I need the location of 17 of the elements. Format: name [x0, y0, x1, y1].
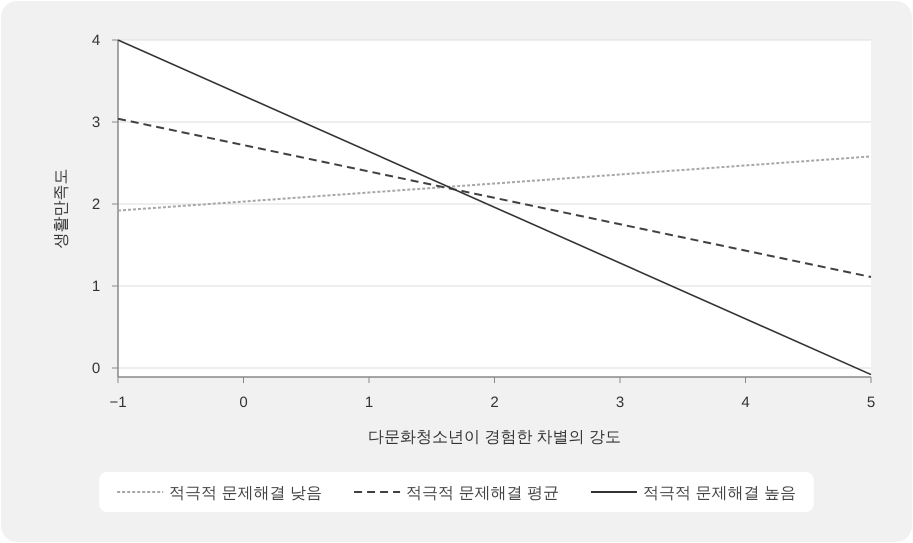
x-tick-label: 0 [239, 394, 248, 412]
x-tick-label: 2 [490, 394, 499, 412]
legend-label: 적극적 문제해결 높음 [642, 485, 796, 502]
x-tick-label: −1 [109, 394, 127, 412]
y-axis-title: 생활만족도 [53, 168, 70, 249]
x-tick-label: 4 [741, 394, 750, 412]
y-tick-label: 4 [92, 32, 100, 49]
x-tick-label: 5 [866, 394, 876, 412]
legend-label: 적극적 문제해결 낮음 [169, 485, 322, 502]
legend-label: 적극적 문제해결 평균 [406, 485, 559, 502]
y-tick-label: 2 [92, 196, 100, 213]
y-tick-label: 0 [92, 360, 100, 377]
y-tick-label: 1 [92, 278, 100, 295]
y-tick-label: 3 [92, 114, 100, 131]
x-tick-label: 3 [616, 394, 624, 412]
x-tick-label: 1 [364, 394, 374, 412]
x-axis-title: 다문화청소년이 경험한 차별의 강도 [368, 429, 622, 446]
